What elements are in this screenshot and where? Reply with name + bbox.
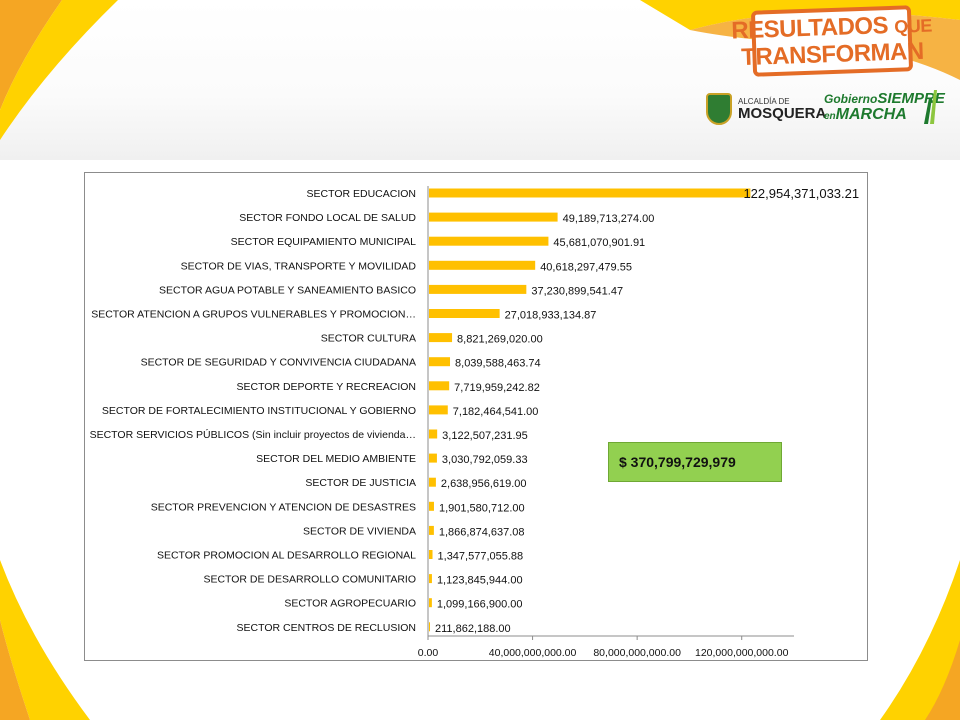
value-label: 7,719,959,242.82 xyxy=(454,382,540,394)
chart-frame xyxy=(84,172,868,661)
category-label: SECTOR DEPORTE Y RECREACION xyxy=(236,381,416,393)
value-label: 7,182,464,541.00 xyxy=(453,406,539,418)
bar xyxy=(429,598,432,608)
value-label: 40,618,297,479.55 xyxy=(540,261,632,273)
value-label: 45,681,070,901.91 xyxy=(553,237,645,249)
category-label: SECTOR PROMOCION AL DESARROLLO REGIONAL xyxy=(157,550,416,562)
bar xyxy=(429,212,558,222)
bar xyxy=(429,405,448,415)
mosquera-label: MOSQUERA xyxy=(738,104,827,122)
category-label: SECTOR DE JUSTICIA xyxy=(305,477,416,489)
value-label: 27,018,933,134.87 xyxy=(505,310,597,322)
x-tick-label: 120,000,000,000.00 xyxy=(695,647,789,659)
value-label: 3,122,507,231.95 xyxy=(442,430,528,442)
category-label: SECTOR EQUIPAMIENTO MUNICIPAL xyxy=(231,236,416,248)
banner-line-2: TRANSFORMAN xyxy=(740,37,925,71)
bar xyxy=(429,622,430,632)
category-label: SECTOR DE VIVIENDA xyxy=(303,525,416,537)
x-tick-label: 40,000,000,000.00 xyxy=(489,647,577,659)
value-label: 1,123,845,944.00 xyxy=(437,575,523,587)
category-label: SECTOR CENTROS DE RECLUSION xyxy=(237,622,417,634)
value-label: 1,099,166,900.00 xyxy=(437,599,523,611)
en-label: en xyxy=(824,111,836,122)
bar-chart: 0.00 40,000,000,000.00 80,000,000,000.00 12… xyxy=(90,186,859,659)
category-label: SECTOR AGUA POTABLE Y SANEAMIENTO BASICO xyxy=(159,284,416,296)
value-label: 122,954,371,033.21 xyxy=(743,186,859,201)
value-label: 1,347,577,055.88 xyxy=(438,551,524,563)
bar xyxy=(429,357,451,367)
value-label: 3,030,792,059.33 xyxy=(442,454,528,466)
x-tick-label: 0.00 xyxy=(418,647,439,659)
bar xyxy=(429,236,549,246)
gobierno-siempre-en-marcha-logo: GobiernoSIEMPRE enMARCHA xyxy=(824,88,945,128)
bar xyxy=(429,188,751,198)
value-label: 49,189,713,274.00 xyxy=(563,213,655,225)
value-label: 8,821,269,020.00 xyxy=(457,334,543,346)
bar xyxy=(429,453,437,463)
bar xyxy=(429,501,434,511)
bar xyxy=(429,309,500,318)
category-label: SECTOR DE SEGURIDAD Y CONVIVENCIA CIUDAD… xyxy=(141,357,416,369)
bar xyxy=(429,429,438,439)
siempre-label: SIEMPRE xyxy=(877,90,945,107)
category-label: SECTOR DE DESARROLLO COMUNITARIO xyxy=(203,574,416,586)
bar xyxy=(429,260,536,270)
marcha-bars-icon xyxy=(924,90,937,124)
bar xyxy=(429,284,527,294)
alcaldia-label: ALCALDÍA DE xyxy=(738,96,790,106)
category-label: SECTOR PREVENCION Y ATENCION DE DESASTRE… xyxy=(151,501,416,513)
alcaldia-mosquera-logo: ALCALDÍA DE MOSQUERA xyxy=(706,92,826,126)
bar xyxy=(429,381,450,391)
category-label: SECTOR DEL MEDIO AMBIENTE xyxy=(256,453,416,465)
value-label: 211,862,188.00 xyxy=(435,623,511,635)
bar xyxy=(429,525,434,535)
category-label: SECTOR CULTURA xyxy=(321,333,416,345)
value-label: 1,901,580,712.00 xyxy=(439,502,525,514)
category-label: SECTOR AGROPECUARIO xyxy=(284,598,416,610)
value-label: 2,638,956,619.00 xyxy=(441,478,527,490)
marcha-label: MARCHA xyxy=(835,106,907,123)
category-label: SECTOR DE VIAS, TRANSPORTE Y MOVILIDAD xyxy=(181,260,417,272)
resultados-que-transforman-logo: RESULTADOS QUE TRANSFORMAN xyxy=(731,5,932,77)
bar xyxy=(429,550,433,559)
category-label: SECTOR SERVICIOS PÚBLICOS (Sin incluir p… xyxy=(90,428,416,441)
value-label: 1,866,874,637.08 xyxy=(439,526,525,538)
bar xyxy=(429,333,453,343)
gobierno-label: Gobierno xyxy=(824,92,878,106)
value-label: 8,039,588,463.74 xyxy=(455,358,541,370)
x-tick-label: 80,000,000,000.00 xyxy=(593,647,681,659)
total-amount-box: $ 370,799,729,979 xyxy=(608,442,782,482)
value-label: 37,230,899,541.47 xyxy=(531,285,623,297)
bar xyxy=(429,477,436,487)
bar xyxy=(429,574,432,584)
category-label: SECTOR FONDO LOCAL DE SALUD xyxy=(239,212,416,224)
category-label: SECTOR ATENCION A GRUPOS VULNERABLES Y P… xyxy=(91,309,416,321)
category-label: SECTOR DE FORTALECIMIENTO INSTITUCIONAL … xyxy=(102,405,416,417)
category-label: SECTOR EDUCACION xyxy=(307,188,417,200)
mosquera-shield-icon xyxy=(706,93,732,125)
